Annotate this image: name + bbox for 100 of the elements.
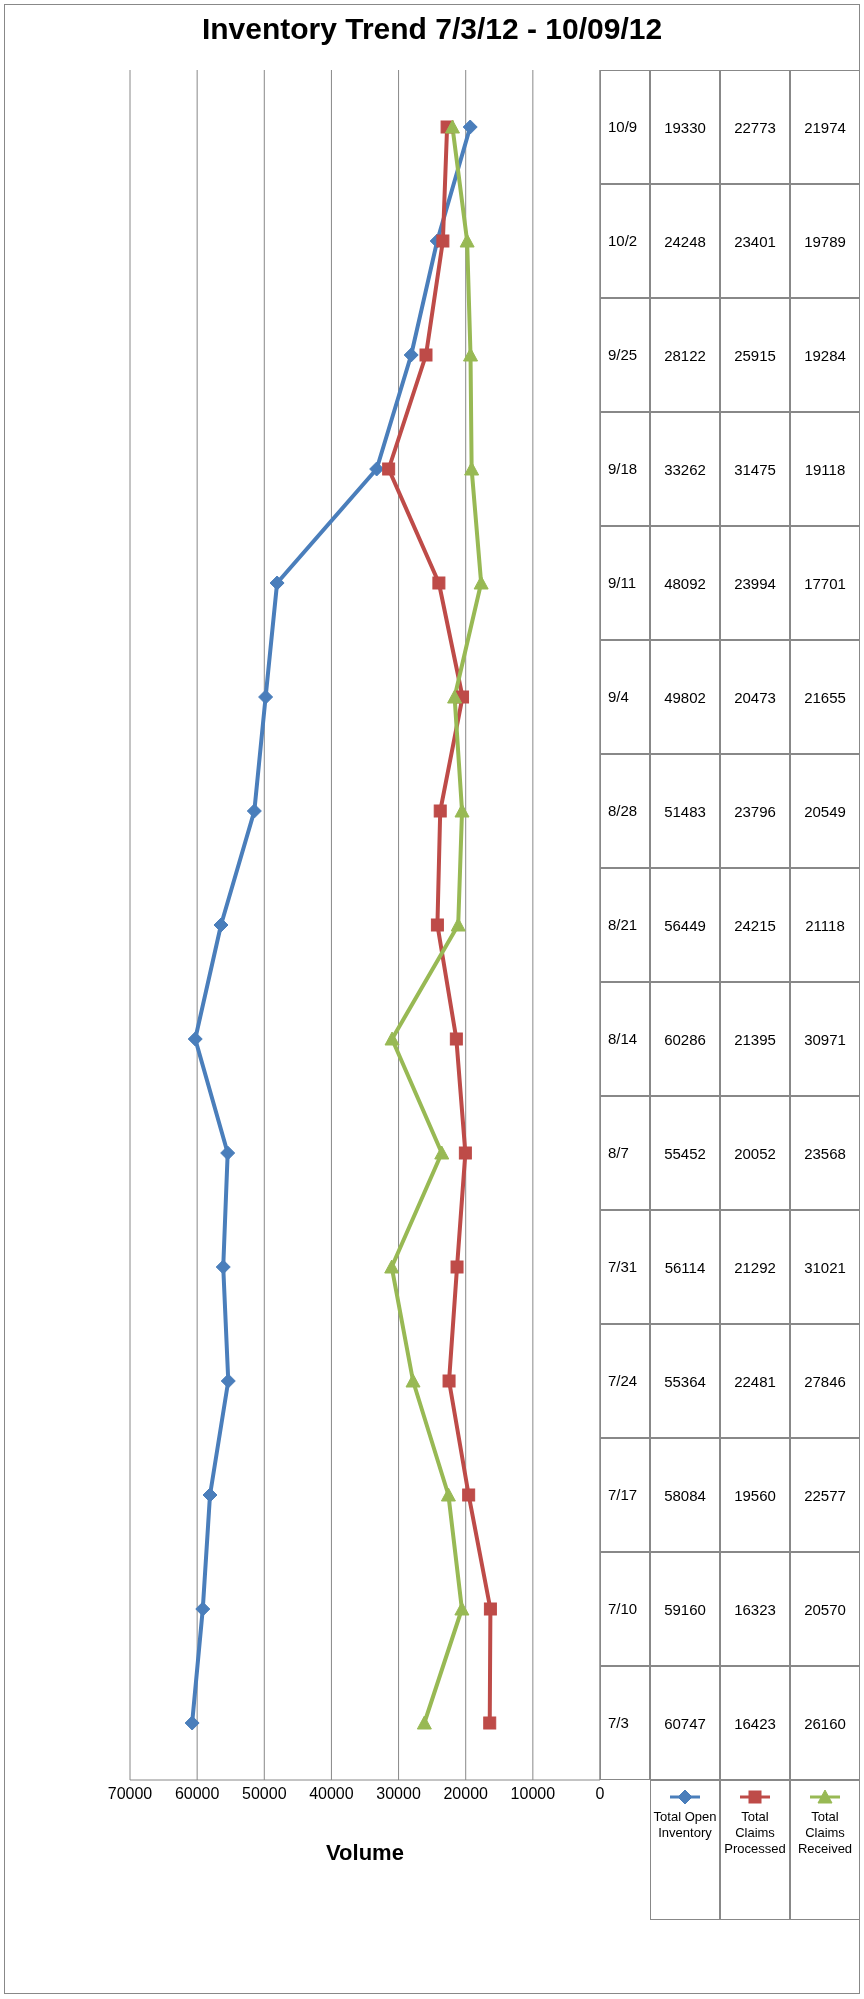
x-tick-label: 20000 xyxy=(443,1785,489,1803)
point xyxy=(184,1715,200,1731)
data-label: 30971 xyxy=(790,982,860,1096)
data-label: 55364 xyxy=(650,1324,720,1438)
point xyxy=(215,1259,231,1275)
data-label: 55452 xyxy=(650,1096,720,1210)
point xyxy=(384,1259,400,1274)
y-tick-label: 9/25 xyxy=(608,346,638,364)
data-label: 59160 xyxy=(650,1552,720,1666)
point xyxy=(258,689,274,705)
data-label: 28122 xyxy=(650,298,720,412)
point xyxy=(187,1031,203,1047)
y-tick-label: 10/2 xyxy=(608,232,638,250)
x-tick-label: 40000 xyxy=(309,1785,354,1803)
y-tick-label: 10/9 xyxy=(608,118,638,136)
data-label: 22577 xyxy=(790,1438,860,1552)
point xyxy=(447,689,463,704)
point xyxy=(202,1487,218,1503)
point xyxy=(220,1373,236,1389)
data-label: 20473 xyxy=(720,640,790,754)
data-label: 33262 xyxy=(650,412,720,526)
data-label: 49802 xyxy=(650,640,720,754)
point xyxy=(462,119,478,135)
y-tick-label: 9/11 xyxy=(608,574,637,592)
data-label: 58084 xyxy=(650,1438,720,1552)
legend-label: Total Claims Processed xyxy=(723,1809,787,1857)
data-label: 21118 xyxy=(790,868,860,982)
y-tick-label: 8/28 xyxy=(608,802,638,820)
point xyxy=(430,918,444,932)
point xyxy=(416,1715,432,1730)
data-label: 22481 xyxy=(720,1324,790,1438)
y-tick-label: 8/7 xyxy=(608,1144,629,1162)
point xyxy=(450,1260,464,1274)
data-label: 48092 xyxy=(650,526,720,640)
point xyxy=(483,1602,497,1616)
data-label: 27846 xyxy=(790,1324,860,1438)
y-tick-label: 7/31 xyxy=(608,1258,638,1276)
data-label: 56114 xyxy=(650,1210,720,1324)
data-label: 26160 xyxy=(790,1666,860,1780)
data-label: 17701 xyxy=(790,526,860,640)
y-tick-label: 8/14 xyxy=(608,1030,638,1048)
data-label: 24215 xyxy=(720,868,790,982)
point xyxy=(436,234,450,248)
data-label: 16323 xyxy=(720,1552,790,1666)
point xyxy=(459,233,475,248)
data-label: 19284 xyxy=(790,298,860,412)
y-tick-label: 9/4 xyxy=(608,688,629,706)
data-label: 23796 xyxy=(720,754,790,868)
point xyxy=(419,348,433,362)
data-label: 20549 xyxy=(790,754,860,868)
point xyxy=(450,917,466,932)
data-label: 23994 xyxy=(720,526,790,640)
point xyxy=(246,803,262,819)
point xyxy=(440,1487,456,1502)
point xyxy=(433,804,447,818)
x-axis-title: Volume xyxy=(326,1840,404,1865)
chart-title: Inventory Trend 7/3/12 - 10/09/12 xyxy=(200,12,664,46)
point xyxy=(369,461,385,477)
x-tick-label: 10000 xyxy=(510,1785,556,1803)
legend-label: Total Claims Received xyxy=(796,1809,854,1857)
data-label: 21974 xyxy=(790,70,860,184)
x-tick-label: 60000 xyxy=(174,1785,220,1803)
data-label: 60286 xyxy=(650,982,720,1096)
data-label: 19330 xyxy=(650,70,720,184)
data-label: 22773 xyxy=(720,70,790,184)
point xyxy=(483,1716,497,1730)
point xyxy=(458,1146,472,1160)
point xyxy=(454,803,470,818)
data-label: 20052 xyxy=(720,1096,790,1210)
y-tick-label: 7/10 xyxy=(608,1600,638,1618)
data-label: 24248 xyxy=(650,184,720,298)
point xyxy=(462,1488,476,1502)
point xyxy=(454,1601,470,1616)
point xyxy=(195,1601,211,1617)
data-label: 19118 xyxy=(790,412,860,526)
x-tick-label: 30000 xyxy=(376,1785,421,1803)
data-label: 31475 xyxy=(720,412,790,526)
point xyxy=(405,1373,421,1388)
data-label: 20570 xyxy=(790,1552,860,1666)
point xyxy=(444,119,460,134)
point xyxy=(220,1145,236,1161)
x-tick-label: 70000 xyxy=(107,1785,153,1803)
point xyxy=(449,1032,463,1046)
legend-label: Total Open Inventory xyxy=(652,1809,718,1841)
data-label: 60747 xyxy=(650,1666,720,1780)
y-tick-label: 7/24 xyxy=(608,1372,638,1390)
x-tick-label: 0 xyxy=(595,1785,605,1803)
data-label: 51483 xyxy=(650,754,720,868)
data-label: 31021 xyxy=(790,1210,860,1324)
point xyxy=(382,462,396,476)
data-label: 56449 xyxy=(650,868,720,982)
y-tick-label: 8/21 xyxy=(608,916,638,934)
point xyxy=(434,1145,450,1160)
point xyxy=(269,575,285,591)
point xyxy=(213,917,229,933)
point xyxy=(442,1374,456,1388)
data-label: 16423 xyxy=(720,1666,790,1780)
point xyxy=(473,575,489,590)
data-label: 21292 xyxy=(720,1210,790,1324)
x-tick-label: 50000 xyxy=(242,1785,287,1803)
